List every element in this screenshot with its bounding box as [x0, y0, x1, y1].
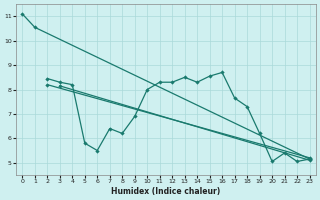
- X-axis label: Humidex (Indice chaleur): Humidex (Indice chaleur): [111, 187, 220, 196]
